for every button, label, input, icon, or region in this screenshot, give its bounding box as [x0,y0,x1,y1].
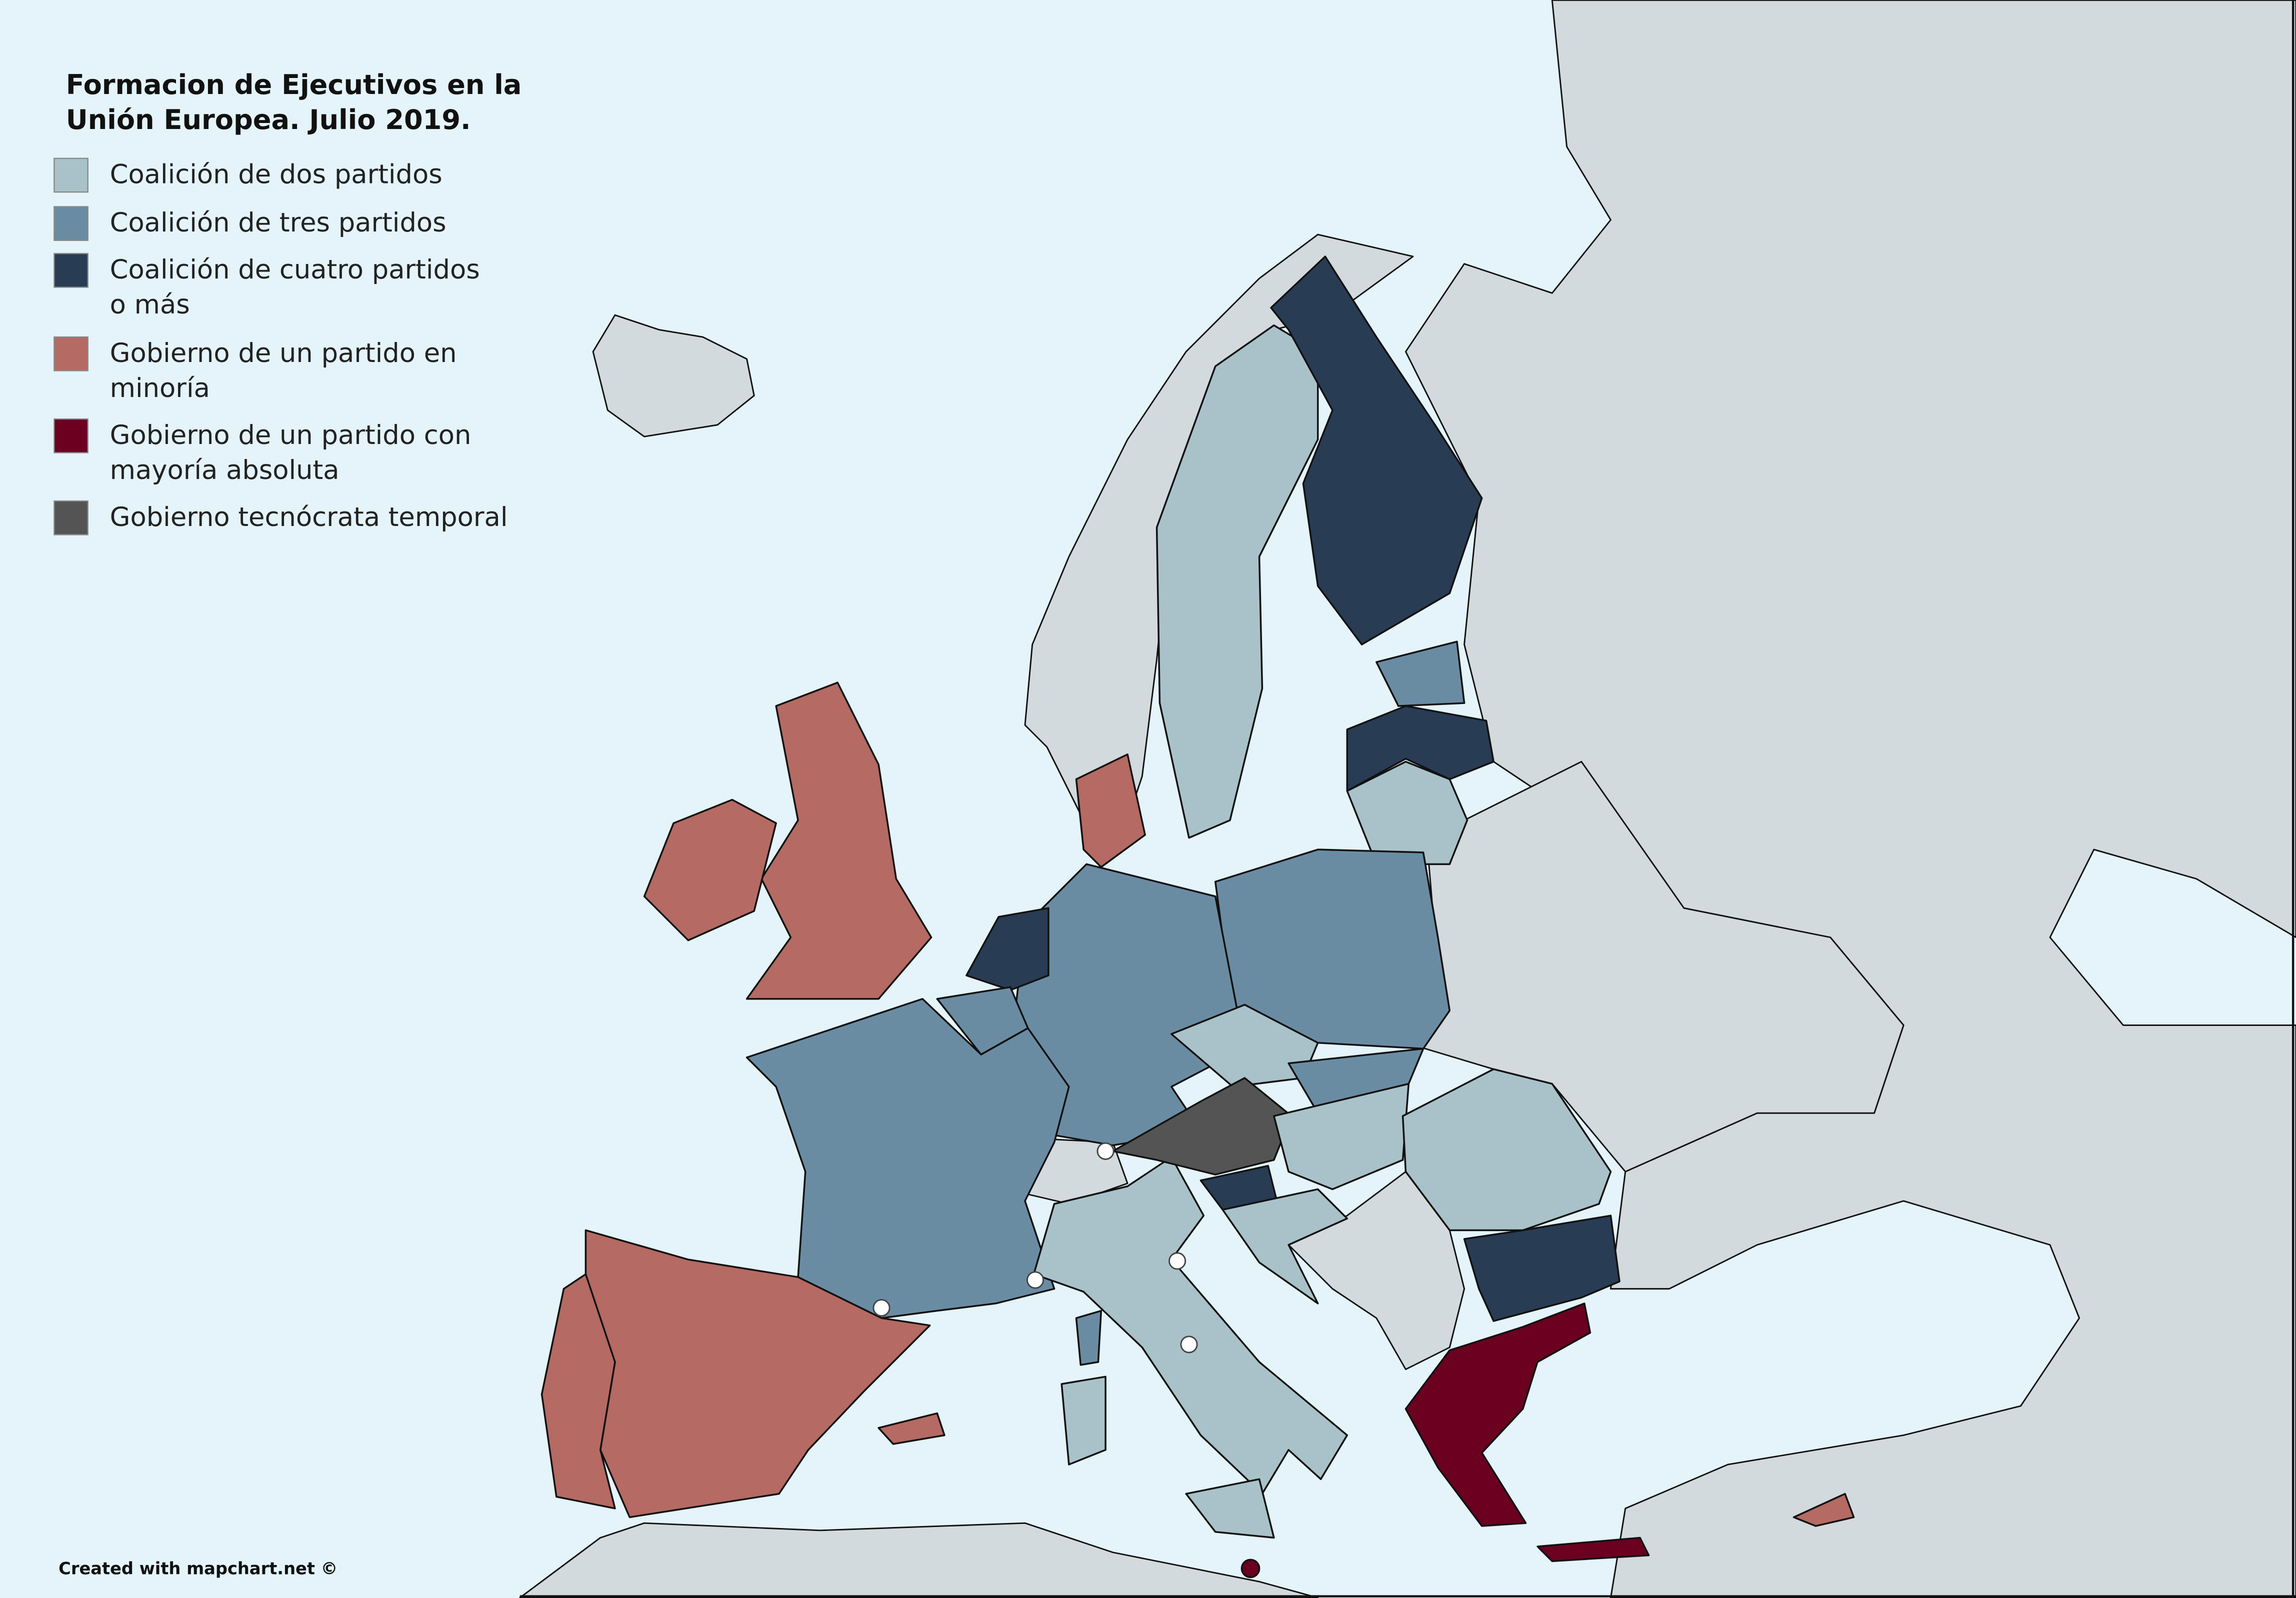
finland [1270,256,1483,646]
cyprus [1792,1492,1855,1527]
legend-label: mayoría absoluta [110,455,340,486]
title-line: Unión Europea. Julio 2019. [66,104,471,136]
legend-swatch [54,336,88,372]
balearic-islands [878,1412,946,1445]
italy [1032,1156,1348,1495]
sweden [1156,324,1319,839]
sardinia [1060,1376,1106,1466]
denmark [1075,753,1146,868]
marker [1168,1252,1186,1270]
marker [872,1299,890,1317]
legend-swatch [54,206,88,241]
crete [1536,1536,1650,1562]
ireland [643,798,777,942]
legend-swatch [54,252,88,288]
title-line: Formacion de Ejecutivos en la [66,69,522,100]
legend-label: minoría [110,373,210,404]
city-markers [872,1142,1198,1354]
croatia [1222,1188,1348,1304]
legend-swatch [54,418,88,454]
legend: Coalición de dos partidos Coalición de tr… [54,158,508,536]
legend-swatch [54,158,88,193]
north-africa [519,1522,1319,1598]
marker [1180,1336,1198,1354]
legend-swatch [54,500,88,536]
balkans [1288,1170,1466,1370]
legend-label: Gobierno tecnócrata temporal [110,502,508,532]
legend-label: Gobierno de un partido con [110,420,472,450]
france [746,998,1070,1319]
marker [1026,1271,1044,1289]
greece [1404,1302,1592,1527]
corsica [1075,1310,1102,1366]
bulgaria [1463,1214,1620,1322]
united-kingdom [746,682,932,1000]
legend-label: o más [110,290,190,320]
romania [1402,1068,1612,1232]
malta [1240,1558,1260,1578]
legend-label: Gobierno de un partido en [110,338,457,368]
marker [1096,1142,1114,1160]
eu-countries [540,256,1855,1578]
estonia [1376,640,1466,707]
legend-label: Coalición de cuatro partidos [110,254,480,285]
iceland [592,314,755,438]
sicily [1185,1478,1275,1539]
legend-label: Coalición de tres partidos [110,208,446,238]
credit: Created with mapchart.net © [58,1559,338,1578]
portugal [540,1273,616,1510]
hungary [1273,1082,1410,1190]
legend-label: Coalición de dos partidos [110,160,442,190]
